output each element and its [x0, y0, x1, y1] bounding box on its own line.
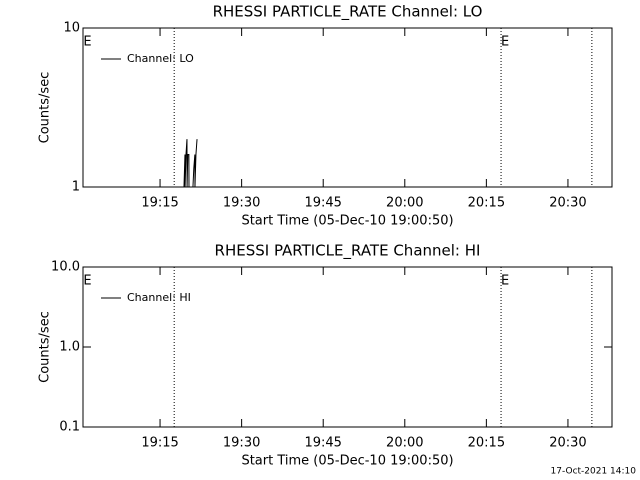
event-label: E [83, 274, 91, 289]
x-tick-label: 20:15 [468, 436, 505, 451]
x-tick-label: 19:45 [304, 436, 341, 451]
y-tick-label: 1 [72, 180, 80, 195]
y-axis-label: Counts/sec [38, 311, 53, 383]
x-tick-label: 19:30 [223, 196, 260, 211]
x-axis-label: Start Time (05-Dec-10 19:00:50) [241, 454, 453, 469]
chart-title: RHESSI PARTICLE_RATE Channel: LO [213, 3, 483, 22]
data-line [183, 139, 198, 188]
x-tick-label: 20:00 [386, 436, 423, 451]
x-tick-label: 19:30 [223, 436, 260, 451]
x-tick-label: 20:15 [468, 196, 505, 211]
x-tick-label: 19:45 [304, 196, 341, 211]
event-label: E [83, 35, 91, 50]
x-axis-label: Start Time (05-Dec-10 19:00:50) [241, 214, 453, 229]
legend-label: Channel: LO [127, 52, 194, 65]
y-tick-label: 0.1 [59, 420, 80, 435]
x-tick-label: 19:15 [141, 436, 178, 451]
y-tick-label: 1.0 [59, 340, 80, 355]
event-label: E [501, 274, 509, 289]
chart-title: RHESSI PARTICLE_RATE Channel: HI [215, 242, 481, 261]
y-axis-label: Counts/sec [38, 72, 53, 144]
plot-frame [82, 27, 613, 188]
footer: 17-Oct-2021 14:10 [551, 467, 637, 477]
y-tick-label: 10.0 [51, 260, 80, 275]
x-tick-label: 20:00 [386, 196, 423, 211]
legend-label: Channel: HI [127, 291, 191, 304]
y-tick-label: 10 [63, 21, 80, 36]
x-tick-label: 19:15 [141, 196, 178, 211]
event-label: E [501, 35, 509, 50]
x-tick-label: 20:30 [549, 436, 586, 451]
plot-frame [82, 266, 613, 428]
x-tick-label: 20:30 [549, 196, 586, 211]
